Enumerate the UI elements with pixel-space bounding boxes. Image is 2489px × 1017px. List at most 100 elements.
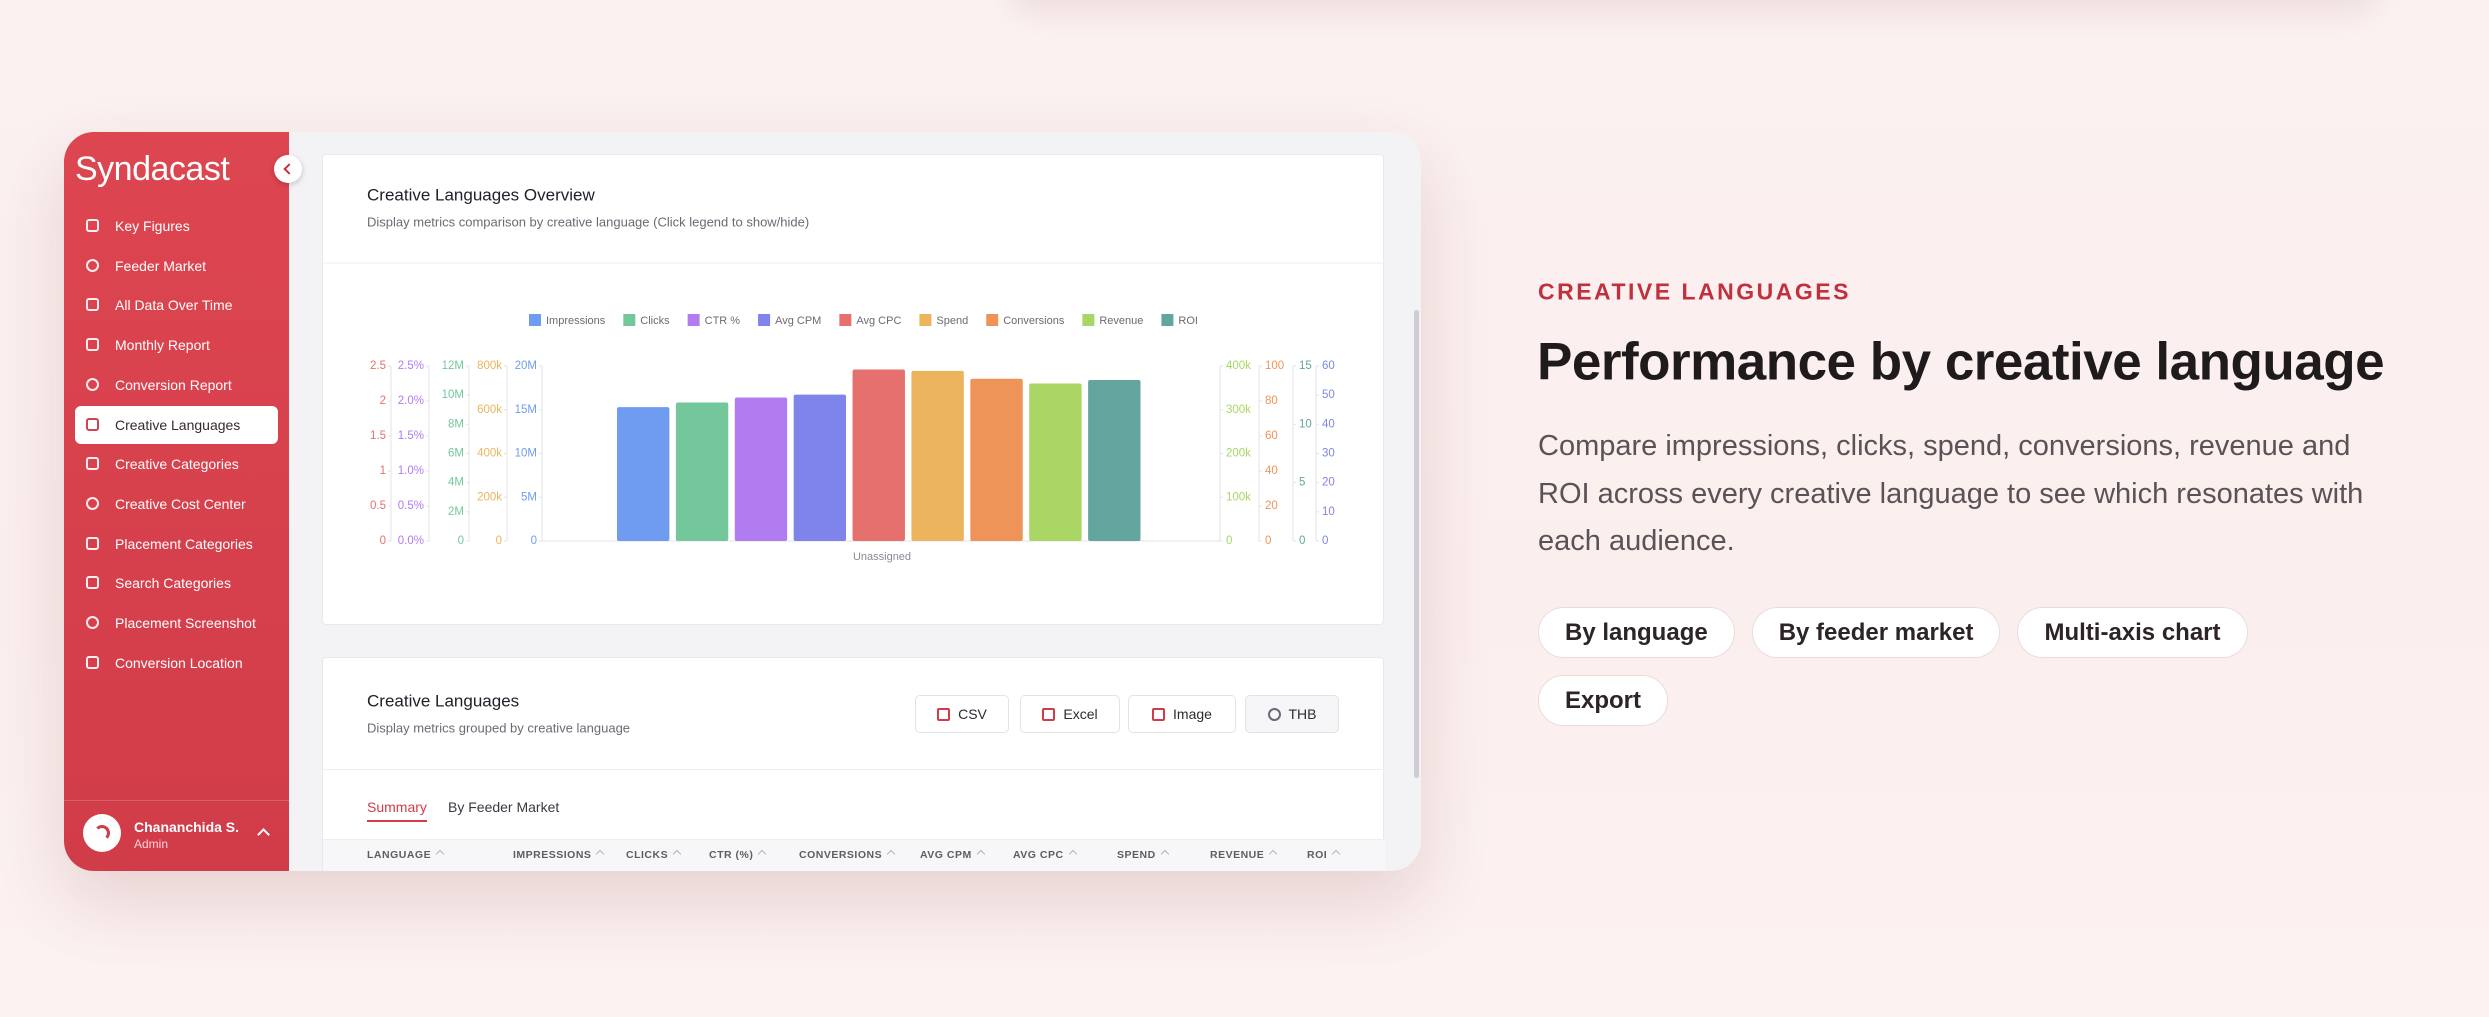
- legend-item[interactable]: Impressions: [529, 314, 606, 327]
- button-label: THB: [1288, 706, 1317, 722]
- nav-icon: [86, 457, 99, 471]
- y-tick-label: 0: [496, 535, 502, 547]
- y-tick-label: 5: [1299, 477, 1305, 489]
- column-header[interactable]: CTR (%): [709, 848, 754, 861]
- card-divider: [323, 769, 1385, 770]
- nav-item[interactable]: Conversion Location: [75, 644, 278, 682]
- y-tick-label: 50: [1322, 389, 1335, 401]
- y-tick-label: 40: [1265, 465, 1278, 477]
- nav-item[interactable]: Search Categories: [75, 564, 278, 602]
- nav-item[interactable]: Monthly Report: [75, 326, 278, 364]
- nav-item[interactable]: Feeder Market: [75, 247, 278, 285]
- column-header[interactable]: AVG CPM: [920, 848, 972, 861]
- nav-icon: [86, 219, 99, 232]
- column-header[interactable]: IMPRESSIONS: [513, 848, 592, 861]
- nav-label: Conversion Report: [115, 376, 232, 393]
- hero-body: Compare impressions, clicks, spend, conv…: [1538, 430, 2364, 557]
- user-divider: [64, 800, 289, 801]
- y-tick-label: 2.5: [370, 360, 386, 372]
- column-header[interactable]: SPEND: [1117, 848, 1156, 861]
- y-tick-label: 20: [1322, 477, 1335, 489]
- legend-item[interactable]: CTR %: [687, 314, 741, 327]
- bar: [970, 378, 1023, 541]
- tab[interactable]: By Feeder Market: [448, 799, 560, 815]
- y-tick-label: 0.5: [370, 500, 386, 512]
- y-tick-label: 800k: [477, 360, 502, 372]
- y-tick-label: 2.0%: [398, 395, 424, 407]
- y-tick-label: 100: [1265, 360, 1284, 372]
- button-icon: [1267, 707, 1281, 721]
- bar: [675, 402, 729, 541]
- y-tick-label: 8M: [448, 418, 464, 430]
- legend-item[interactable]: Avg CPC: [839, 314, 901, 327]
- legend-swatch: [687, 314, 700, 326]
- y-tick-label: 100k: [1226, 491, 1251, 503]
- column-header[interactable]: REVENUE: [1210, 848, 1265, 861]
- avatar-mark: [94, 825, 110, 841]
- table-subtitle: Display metrics grouped by creative lang…: [367, 720, 631, 736]
- nav-icon: [86, 417, 99, 431]
- legend-item[interactable]: Conversions: [986, 314, 1065, 327]
- nav-item[interactable]: Placement Screenshot: [75, 604, 278, 642]
- x-tick-label: Unassigned: [853, 551, 911, 563]
- nav-label: Monthly Report: [115, 337, 210, 354]
- nav-item[interactable]: Placement Categories: [75, 525, 278, 563]
- collapse-button[interactable]: [274, 155, 302, 183]
- nav-icon: [86, 496, 99, 510]
- legend-item[interactable]: Clicks: [623, 314, 670, 327]
- legend-label: Conversions: [1003, 315, 1065, 327]
- y-tick-label: 80: [1265, 395, 1278, 407]
- legend-item[interactable]: Revenue: [1082, 314, 1143, 327]
- y-tick-label: 0: [458, 535, 464, 547]
- button-label: Excel: [1063, 706, 1098, 722]
- column-header[interactable]: CONVERSIONS: [799, 848, 883, 861]
- export-button[interactable]: CSV: [915, 695, 1009, 733]
- column-header[interactable]: LANGUAGE: [367, 848, 432, 861]
- column-header[interactable]: AVG CPC: [1013, 848, 1064, 861]
- legend-label: ROI: [1178, 315, 1198, 327]
- y-tick-label: 600k: [477, 404, 502, 416]
- nav-item[interactable]: Creative Cost Center: [75, 485, 278, 523]
- column-header[interactable]: ROI: [1307, 848, 1328, 861]
- legend-label: Revenue: [1099, 315, 1143, 327]
- y-tick-label: 0: [1226, 535, 1232, 547]
- nav-label: Placement Categories: [115, 535, 253, 552]
- button-icon: [1152, 707, 1166, 721]
- legend-item[interactable]: Spend: [919, 314, 968, 327]
- legend-item[interactable]: Avg CPM: [758, 314, 821, 327]
- nav-item[interactable]: Creative Categories: [75, 445, 278, 483]
- y-tick-label: 2M: [448, 506, 464, 518]
- nav-icon: [86, 258, 99, 272]
- export-button[interactable]: THB: [1245, 695, 1339, 733]
- legend-item[interactable]: ROI: [1161, 314, 1198, 327]
- nav-item[interactable]: Creative Languages: [75, 405, 278, 444]
- table-card: Creative Languages Display metrics groupe…: [322, 657, 1385, 871]
- nav-item[interactable]: Conversion Report: [75, 366, 278, 404]
- y-tick-label: 15M: [515, 404, 537, 416]
- y-tick-label: 12M: [442, 360, 464, 372]
- nav-item[interactable]: All Data Over Time: [75, 286, 278, 324]
- button-icon: [937, 707, 951, 721]
- user-menu-chevron[interactable]: [257, 828, 270, 841]
- nav-item[interactable]: Key Figures: [75, 207, 278, 245]
- tag-list: By language By feeder market Multi-axis ch…: [1538, 607, 2268, 726]
- tag-pill: By language: [1538, 607, 1735, 658]
- export-button[interactable]: Image: [1128, 695, 1236, 733]
- export-button[interactable]: Excel: [1020, 695, 1120, 733]
- y-tick-label: 10M: [515, 448, 537, 460]
- column-header[interactable]: CLICKS: [626, 848, 669, 861]
- y-tick-label: 10M: [442, 389, 464, 401]
- collapse-chevron: [283, 163, 295, 175]
- legend-label: Clicks: [640, 315, 670, 327]
- y-tick-label: 1: [380, 465, 386, 477]
- y-tick-label: 0: [380, 535, 386, 547]
- y-tick-label: 0: [1265, 535, 1271, 547]
- chart-subtitle: Display metrics comparison by creative l…: [367, 214, 809, 229]
- y-tick-label: 40: [1322, 418, 1335, 430]
- table-header-row: [323, 839, 1385, 871]
- chart-card: Creative Languages Overview Display metri…: [322, 154, 1385, 625]
- tab[interactable]: Summary: [367, 799, 427, 815]
- sidebar: Syndacast Key Figures Feeder Market All Dat…: [64, 132, 289, 871]
- tab-underline: [367, 820, 427, 822]
